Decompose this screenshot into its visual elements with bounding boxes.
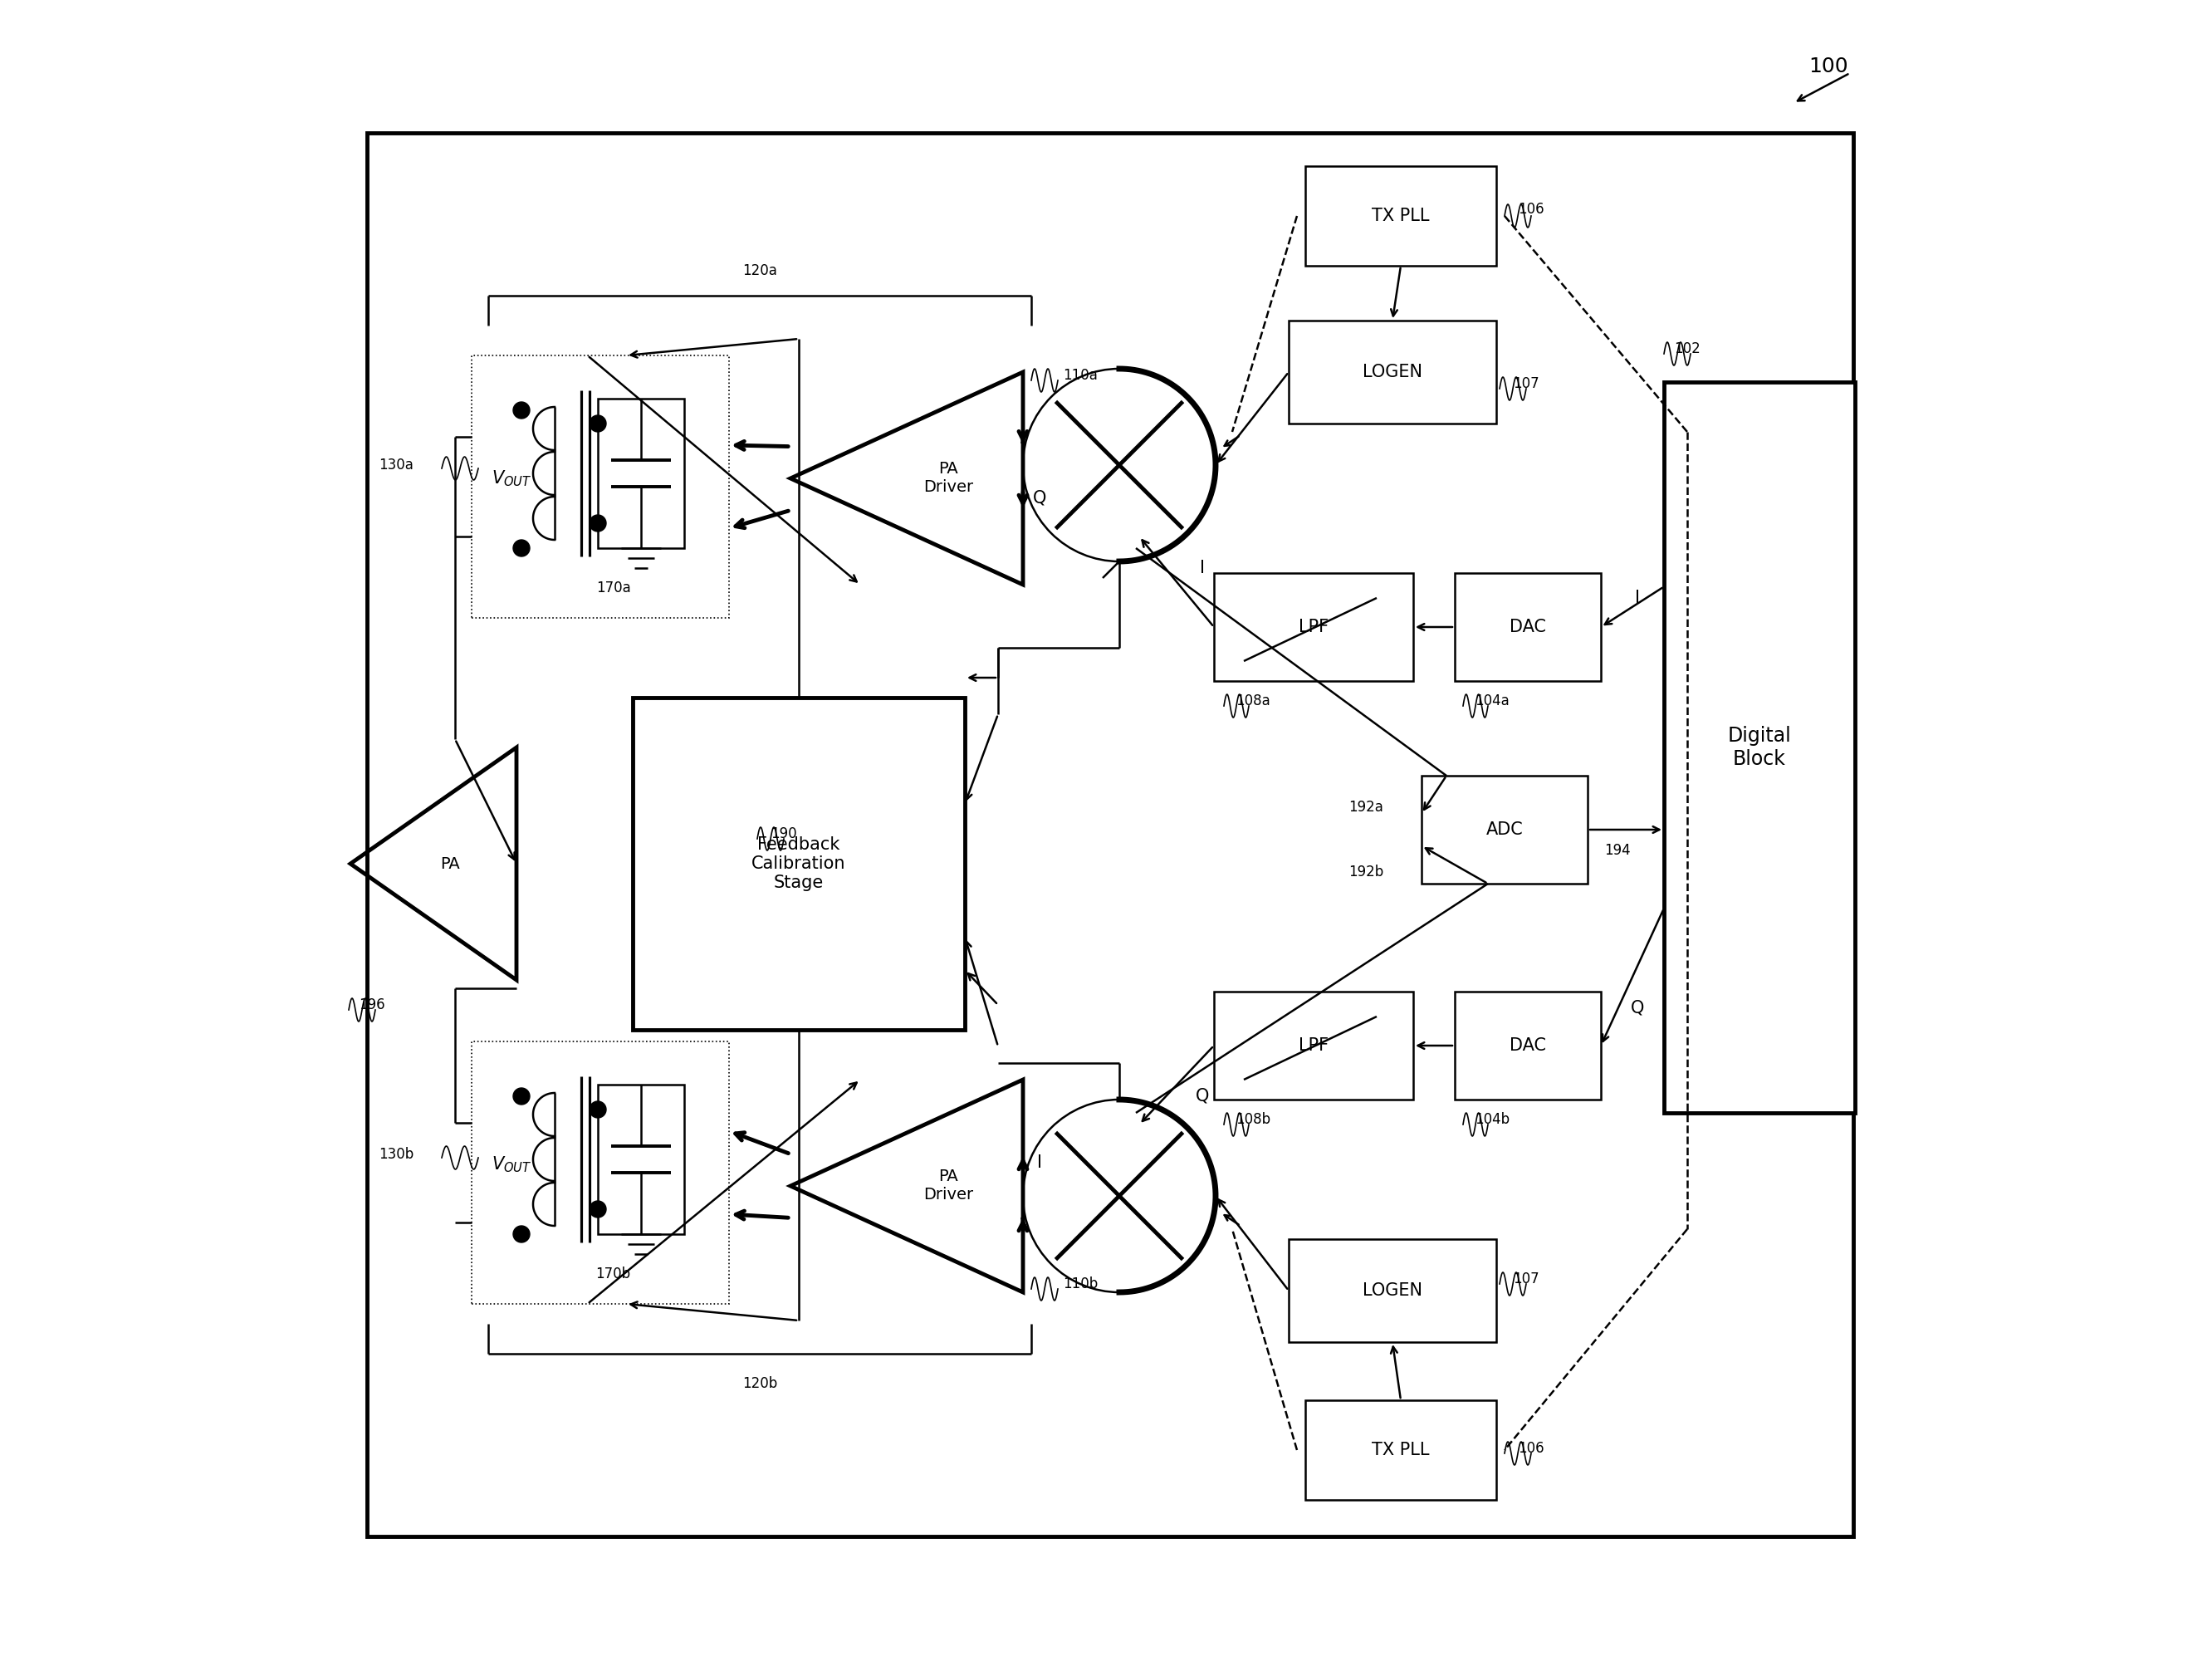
Text: ADC: ADC [1486, 821, 1524, 837]
Text: I: I [1635, 590, 1639, 606]
Text: LPF: LPF [1298, 620, 1329, 636]
Circle shape [591, 1101, 606, 1118]
Bar [471, 1041, 730, 1304]
Text: 106: 106 [1517, 201, 1544, 216]
Bar [1290, 1239, 1495, 1342]
Text: 170b: 170b [595, 1266, 630, 1282]
Text: 110b: 110b [1062, 1276, 1097, 1292]
Text: 102: 102 [1674, 342, 1701, 357]
Text: 104b: 104b [1475, 1113, 1509, 1126]
Bar [1214, 573, 1413, 681]
Bar [597, 1085, 684, 1234]
Text: Feedback
Calibration
Stage: Feedback Calibration Stage [752, 835, 845, 892]
Circle shape [513, 402, 529, 419]
Text: Q: Q [1194, 1088, 1210, 1105]
Text: $V_{OUT}$: $V_{OUT}$ [491, 468, 531, 488]
Bar [1455, 992, 1601, 1100]
Text: 104a: 104a [1475, 694, 1509, 708]
Text: 170a: 170a [595, 581, 630, 596]
Text: LOGEN: LOGEN [1363, 364, 1422, 380]
Text: 196: 196 [358, 997, 385, 1012]
Text: 106: 106 [1517, 1440, 1544, 1455]
Text: 110a: 110a [1064, 369, 1097, 384]
Text: I: I [1037, 1154, 1042, 1171]
Text: 130a: 130a [378, 457, 414, 472]
Circle shape [513, 540, 529, 556]
Circle shape [591, 415, 606, 432]
Text: DAC: DAC [1509, 1036, 1546, 1053]
Text: DAC: DAC [1509, 620, 1546, 636]
Bar [1305, 1400, 1495, 1500]
Text: 120b: 120b [743, 1375, 776, 1392]
Bar [597, 399, 684, 548]
Text: PA: PA [440, 855, 460, 872]
Text: I: I [1199, 560, 1206, 576]
Circle shape [591, 515, 606, 532]
Text: 107: 107 [1513, 377, 1540, 390]
Text: PA
Driver: PA Driver [925, 462, 973, 495]
Text: PA
Driver: PA Driver [925, 1169, 973, 1203]
Text: 192b: 192b [1349, 864, 1382, 880]
Circle shape [513, 1088, 529, 1105]
Bar [471, 355, 730, 618]
Text: LPF: LPF [1298, 1036, 1329, 1053]
Bar [1663, 382, 1856, 1113]
Circle shape [591, 1201, 606, 1218]
Text: Digital
Block: Digital Block [1728, 726, 1792, 769]
Text: 107: 107 [1513, 1272, 1540, 1286]
Text: Q: Q [1630, 1000, 1644, 1017]
Bar [1305, 166, 1495, 266]
Text: Q: Q [1033, 490, 1046, 507]
Text: 130b: 130b [378, 1146, 414, 1163]
Bar [367, 133, 1854, 1536]
Bar [1290, 321, 1495, 424]
Circle shape [513, 1226, 529, 1242]
Text: 120a: 120a [743, 262, 776, 277]
Bar [1214, 992, 1413, 1100]
Text: 108a: 108a [1237, 694, 1270, 708]
Text: TX PLL: TX PLL [1371, 1442, 1429, 1458]
Text: 194: 194 [1604, 844, 1630, 857]
Text: 190: 190 [770, 826, 796, 840]
Text: 192a: 192a [1349, 801, 1382, 814]
Text: TX PLL: TX PLL [1371, 208, 1429, 224]
Text: 100: 100 [1809, 56, 1849, 76]
Text: LOGEN: LOGEN [1363, 1282, 1422, 1299]
Bar [633, 698, 964, 1030]
Text: 108b: 108b [1237, 1113, 1270, 1126]
Text: $V_{OUT}$: $V_{OUT}$ [491, 1154, 531, 1174]
Bar [1455, 573, 1601, 681]
Bar [1422, 776, 1588, 884]
